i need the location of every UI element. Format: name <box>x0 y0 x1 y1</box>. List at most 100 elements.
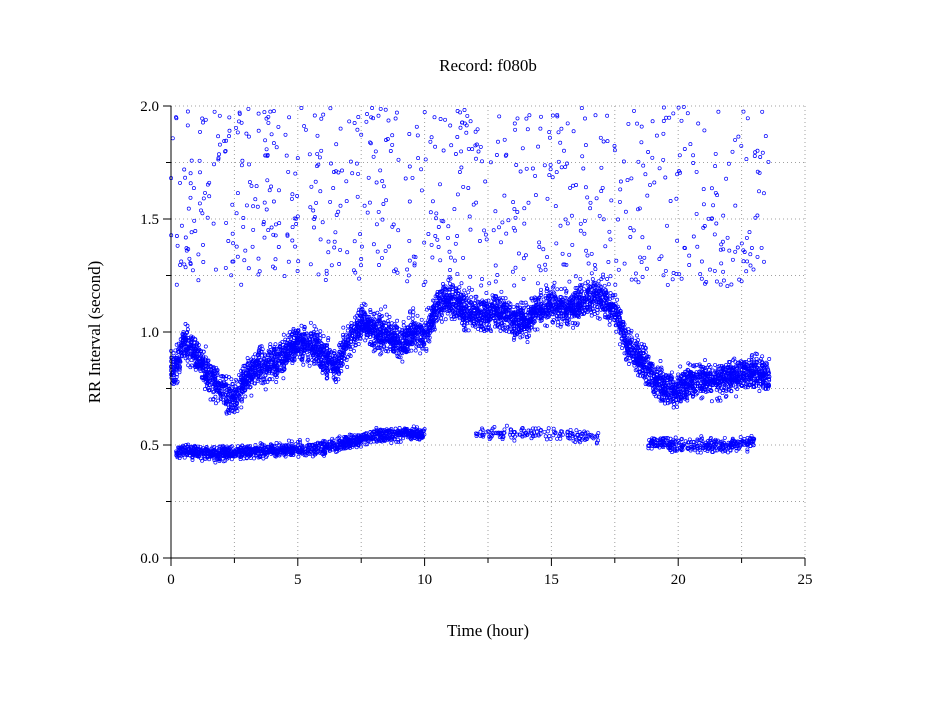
data-point <box>477 328 480 331</box>
data-point <box>308 364 311 367</box>
data-point <box>630 336 633 339</box>
data-point <box>755 357 758 360</box>
data-point <box>402 324 405 327</box>
data-point <box>553 281 556 284</box>
data-point <box>735 395 738 398</box>
data-point <box>500 290 503 293</box>
data-point <box>557 321 560 324</box>
data-point <box>679 365 682 368</box>
data-point <box>444 318 447 321</box>
data-point <box>346 365 349 368</box>
data-point <box>627 362 630 365</box>
data-point <box>244 395 247 398</box>
data-point <box>250 394 253 397</box>
data-point <box>364 339 367 342</box>
data-point <box>491 294 494 297</box>
data-point <box>327 337 330 340</box>
data-point <box>419 352 422 355</box>
data-point <box>572 326 575 329</box>
data-point <box>470 288 473 291</box>
data-point <box>586 280 589 283</box>
data-point <box>467 329 470 332</box>
data-point <box>212 391 215 394</box>
data-point <box>659 359 662 362</box>
data-point <box>420 318 423 321</box>
data-point <box>499 329 502 332</box>
data-point <box>388 315 391 318</box>
data-point <box>670 371 673 374</box>
data-point <box>714 363 717 366</box>
data-point <box>274 343 277 346</box>
data-point <box>556 288 559 291</box>
data-point <box>485 291 488 294</box>
data-point <box>214 395 217 398</box>
data-point <box>638 374 641 377</box>
data-point <box>582 288 585 291</box>
data-point <box>416 314 419 317</box>
data-point <box>369 310 372 313</box>
data-point <box>313 325 316 328</box>
data-point <box>761 355 764 358</box>
data-point <box>512 305 515 308</box>
data-point <box>203 388 206 391</box>
data-point <box>384 305 387 308</box>
data-point <box>710 400 713 403</box>
data-point <box>204 345 207 348</box>
data-point <box>621 347 624 350</box>
data-point <box>608 323 611 326</box>
data-point <box>240 406 243 409</box>
data-point <box>319 330 322 333</box>
data-point <box>629 359 632 362</box>
data-point <box>539 288 542 291</box>
data-point <box>187 364 190 367</box>
data-point <box>322 335 325 338</box>
data-point <box>282 333 285 336</box>
data-point <box>606 277 609 280</box>
data-point <box>703 359 706 362</box>
data-point <box>526 341 529 344</box>
data-point <box>463 289 466 292</box>
data-point <box>309 321 312 324</box>
data-point <box>597 280 600 283</box>
data-point <box>603 284 606 287</box>
data-point <box>275 380 278 383</box>
data-point <box>718 390 721 393</box>
data-point <box>648 377 651 380</box>
data-point <box>302 363 305 366</box>
data-point <box>467 291 470 294</box>
grid <box>171 106 805 558</box>
data-point <box>560 288 563 291</box>
data-point <box>672 406 675 409</box>
data-point <box>396 319 399 322</box>
data-point <box>470 296 473 299</box>
data-point <box>448 282 451 285</box>
data-point <box>379 308 382 311</box>
data-point <box>414 349 417 352</box>
data-point <box>618 343 621 346</box>
data-point <box>614 283 617 286</box>
data-point <box>412 307 415 310</box>
data-point <box>346 325 349 328</box>
data-point <box>352 349 355 352</box>
data-point <box>385 313 388 316</box>
data-point <box>412 311 415 314</box>
data-point <box>214 402 217 405</box>
data-point <box>752 358 755 361</box>
data-point <box>440 320 443 323</box>
data-point <box>264 388 267 391</box>
data-point <box>525 332 528 335</box>
data-point <box>402 320 405 323</box>
data-point <box>357 343 360 346</box>
data-point <box>609 292 612 295</box>
data-point <box>590 314 593 317</box>
data-point <box>579 277 582 280</box>
data-point <box>300 324 303 327</box>
data-point <box>282 377 285 380</box>
data-point <box>616 298 619 301</box>
data-point <box>315 328 318 331</box>
data-point <box>635 334 638 337</box>
data-point <box>407 316 410 319</box>
data-point <box>758 389 761 392</box>
